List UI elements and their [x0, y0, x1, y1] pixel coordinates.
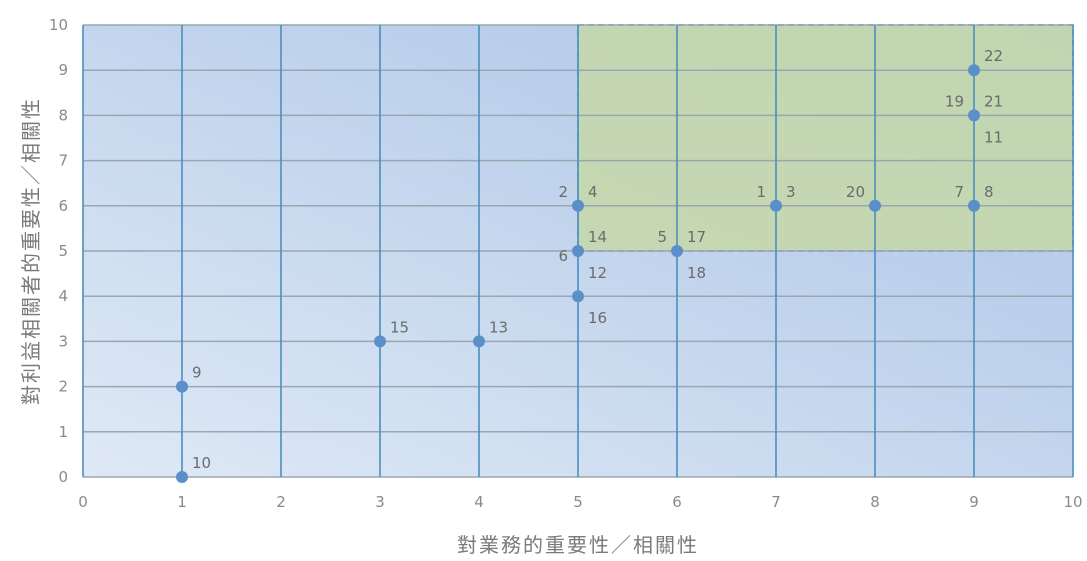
- point-label: 19: [945, 92, 964, 110]
- data-point: [572, 290, 584, 303]
- y-tick-label: 10: [49, 16, 68, 34]
- point-label: 1: [756, 183, 766, 201]
- data-point: [176, 471, 188, 483]
- point-label: 22: [984, 47, 1003, 65]
- y-tick-label: 7: [58, 152, 68, 170]
- x-tick-label: 10: [1063, 493, 1082, 511]
- data-point: [572, 245, 584, 257]
- x-axis-title: 對業務的重要性／相關性: [457, 533, 699, 557]
- point-label: 16: [588, 309, 607, 327]
- data-point: [869, 199, 881, 212]
- point-label: 17: [687, 228, 706, 246]
- point-label: 21: [984, 92, 1003, 110]
- point-label: 11: [984, 128, 1003, 146]
- y-tick-label: 2: [58, 378, 68, 396]
- data-point: [572, 199, 584, 212]
- point-label: 18: [687, 264, 706, 282]
- x-tick-label: 6: [672, 493, 682, 511]
- priority-region: [577, 24, 1074, 252]
- point-label: 7: [954, 183, 964, 201]
- y-tick-label: 5: [58, 242, 68, 260]
- point-label: 12: [588, 264, 607, 282]
- y-axis-title: 對利益相關者的重要性／相關性: [19, 97, 43, 405]
- x-tick-label: 7: [771, 493, 781, 511]
- vertical-gridlines: [82, 25, 1074, 477]
- data-point: [473, 335, 485, 348]
- x-axis-ticks: 0 1 2 3 4 5 6 7 8 9 10: [78, 493, 1082, 511]
- point-label: 2: [558, 183, 568, 201]
- point-label: 5: [657, 228, 667, 246]
- point-label: 4: [588, 183, 598, 201]
- point-label: 8: [984, 183, 994, 201]
- data-point: [968, 109, 980, 122]
- x-tick-label: 5: [573, 493, 583, 511]
- y-tick-label: 3: [58, 332, 68, 350]
- y-tick-label: 9: [58, 61, 68, 79]
- x-tick-label: 2: [276, 493, 286, 511]
- point-label: 15: [390, 318, 409, 336]
- y-tick-label: 8: [58, 106, 68, 124]
- data-point: [671, 245, 683, 257]
- y-tick-label: 6: [58, 197, 68, 215]
- data-point: [968, 199, 980, 212]
- data-point: [374, 335, 386, 348]
- data-points: [176, 64, 980, 483]
- point-label: 9: [192, 364, 202, 382]
- point-label: 20: [846, 183, 865, 201]
- point-label: 10: [192, 454, 211, 472]
- x-tick-label: 0: [78, 493, 88, 511]
- x-tick-label: 4: [474, 493, 484, 511]
- point-label: 13: [489, 318, 508, 336]
- point-label: 3: [786, 183, 796, 201]
- data-point: [968, 64, 980, 77]
- y-tick-label: 0: [58, 468, 68, 486]
- data-point: [770, 199, 782, 212]
- y-tick-label: 1: [58, 423, 68, 441]
- x-tick-label: 3: [375, 493, 385, 511]
- point-label: 14: [588, 228, 607, 246]
- x-tick-label: 1: [177, 493, 187, 511]
- y-tick-label: 4: [58, 287, 68, 305]
- point-label: 6: [558, 247, 568, 265]
- x-tick-label: 8: [870, 493, 880, 511]
- x-tick-label: 9: [969, 493, 979, 511]
- y-axis-ticks: 0 1 2 3 4 5 6 7 8 9 10: [49, 16, 68, 486]
- data-point: [176, 380, 188, 393]
